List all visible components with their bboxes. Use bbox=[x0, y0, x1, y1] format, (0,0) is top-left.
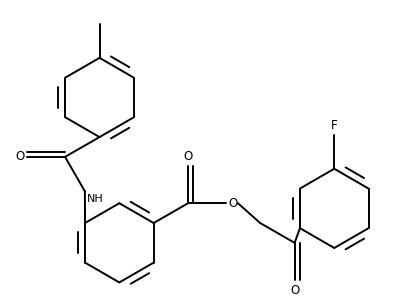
Text: O: O bbox=[228, 197, 237, 210]
Text: NH: NH bbox=[86, 194, 103, 204]
Text: O: O bbox=[183, 150, 193, 163]
Text: O: O bbox=[290, 283, 299, 297]
Text: F: F bbox=[331, 119, 337, 132]
Text: O: O bbox=[15, 150, 25, 163]
